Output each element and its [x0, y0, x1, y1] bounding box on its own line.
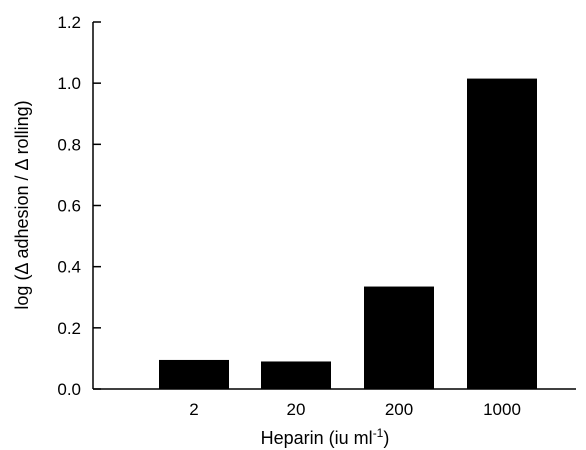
x-tick-label: 2 — [189, 400, 198, 419]
bar-20 — [261, 361, 331, 389]
y-tick-label: 0.0 — [57, 380, 81, 399]
y-tick-label: 0.4 — [57, 258, 81, 277]
y-tick-label: 0.8 — [57, 135, 81, 154]
bar-1000 — [467, 78, 537, 390]
x-tick-label: 20 — [287, 400, 306, 419]
bars — [159, 78, 537, 390]
x-tick-label: 1000 — [483, 400, 521, 419]
x-tick-label: 200 — [385, 400, 413, 419]
x-axis-ticks: 2 20 200 1000 — [189, 400, 521, 419]
y-axis-label: log (Δ adhesion / Δ rolling) — [12, 100, 32, 309]
bar-2 — [159, 359, 229, 389]
y-tick-label: 0.2 — [57, 319, 81, 338]
x-axis-label: Heparin (iu ml-1) — [261, 426, 390, 448]
y-tick-label: 1.0 — [57, 74, 81, 93]
y-tick-label: 1.2 — [57, 13, 81, 32]
y-axis-ticks: 0.0 0.2 0.4 0.6 0.8 1.0 1.2 — [57, 13, 101, 399]
y-tick-label: 0.6 — [57, 197, 81, 216]
bar-200 — [364, 286, 434, 389]
